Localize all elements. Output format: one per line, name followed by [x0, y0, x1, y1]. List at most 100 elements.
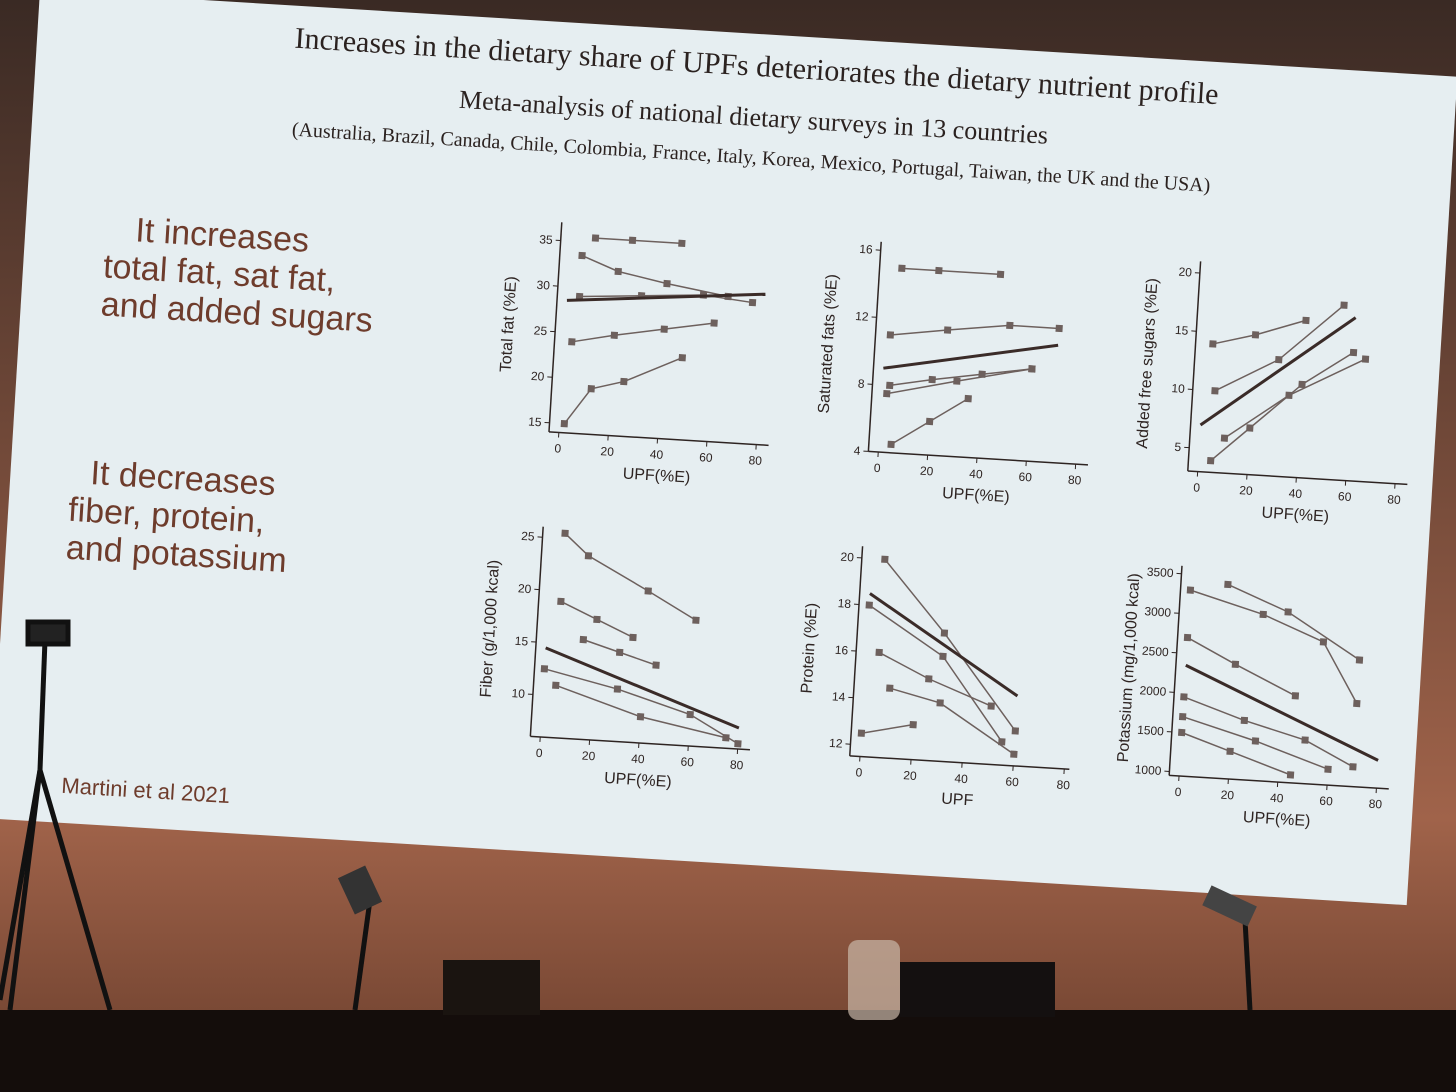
- data-point: [1285, 391, 1293, 400]
- data-point: [987, 702, 995, 710]
- y-axis: [867, 241, 882, 452]
- data-point: [1186, 586, 1195, 594]
- data-point: [886, 684, 894, 692]
- series-line: [1183, 696, 1354, 768]
- y-tick-label: 2500: [1142, 644, 1170, 660]
- data-point: [584, 552, 593, 560]
- data-point: [886, 331, 895, 339]
- y-tick-label: 18: [837, 596, 852, 611]
- x-tick-label: 80: [730, 758, 745, 773]
- data-point: [1055, 324, 1063, 333]
- data-point: [1319, 638, 1328, 646]
- x-axis: [1187, 470, 1408, 486]
- data-point: [1275, 355, 1283, 364]
- data-point: [1291, 692, 1300, 700]
- data-point: [1006, 321, 1014, 330]
- data-point: [1183, 633, 1192, 642]
- pooled-line: [545, 646, 740, 730]
- data-point: [678, 354, 686, 362]
- data-point: [1231, 660, 1240, 669]
- data-point: [943, 326, 952, 334]
- x-tick-label: 80: [1368, 797, 1383, 812]
- y-tick-label: 16: [859, 242, 874, 257]
- x-tick-label: 0: [1174, 785, 1182, 799]
- y-axis-label: Total fat (%E): [498, 276, 521, 373]
- sanitizer-bottle: [848, 940, 900, 1020]
- data-point: [629, 633, 637, 642]
- x-tick-label: 20: [1239, 483, 1254, 498]
- y-tick-label: 20: [1178, 265, 1193, 280]
- y-tick-label: 3500: [1146, 565, 1174, 581]
- data-point: [928, 375, 936, 384]
- y-tick-label: 5: [1174, 440, 1182, 454]
- data-point: [1206, 456, 1215, 465]
- x-axis-label: UPF(%E): [622, 465, 690, 486]
- data-point: [552, 681, 560, 689]
- data-point: [935, 266, 943, 275]
- data-point: [686, 710, 694, 719]
- x-tick-label: 0: [1193, 480, 1201, 494]
- x-axis: [868, 450, 1089, 466]
- series-line: [1190, 589, 1358, 704]
- data-point: [925, 675, 933, 683]
- data-point: [875, 648, 883, 657]
- x-tick-label: 0: [855, 765, 863, 779]
- data-point: [1226, 747, 1234, 756]
- data-point: [939, 652, 947, 661]
- pooled-line: [1199, 316, 1357, 427]
- y-tick-label: 10: [511, 686, 526, 701]
- data-point: [610, 331, 619, 339]
- series-line: [571, 322, 715, 343]
- data-point: [1298, 380, 1306, 389]
- data-point: [613, 685, 622, 693]
- data-point: [1246, 424, 1254, 432]
- series-line: [581, 254, 729, 298]
- x-tick-label: 60: [680, 755, 695, 770]
- x-tick-label: 20: [903, 768, 918, 783]
- x-tick-label: 40: [1288, 486, 1303, 501]
- x-tick-label: 40: [631, 752, 646, 767]
- data-point: [615, 648, 624, 657]
- slide-background: [0, 0, 1456, 906]
- data-point: [1349, 348, 1358, 357]
- x-tick-label: 60: [1005, 774, 1020, 789]
- data-point: [1361, 355, 1370, 363]
- y-tick-label: 12: [829, 736, 844, 751]
- data-point: [857, 729, 866, 737]
- x-tick-label: 0: [535, 746, 543, 760]
- x-tick-label: 0: [554, 441, 562, 455]
- series-line: [564, 532, 697, 621]
- x-axis: [548, 431, 769, 447]
- data-point: [628, 236, 637, 245]
- data-point: [1010, 750, 1018, 758]
- data-point: [1224, 580, 1232, 589]
- x-tick-label: 40: [649, 447, 664, 462]
- y-tick-label: 20: [840, 550, 855, 565]
- data-point: [557, 597, 565, 606]
- y-tick-label: 30: [536, 278, 551, 293]
- data-point: [898, 264, 906, 273]
- y-tick-label: 12: [855, 309, 870, 324]
- y-tick-label: 15: [514, 634, 529, 649]
- data-point: [1240, 716, 1249, 725]
- data-point: [1301, 736, 1309, 744]
- data-point: [1324, 765, 1332, 773]
- data-point: [734, 740, 742, 748]
- data-point: [678, 239, 686, 248]
- data-point: [614, 267, 622, 276]
- x-tick-label: 60: [1018, 470, 1033, 485]
- chart-panel: 12 14 16 18 20 0 20 40 60 80 UPF Protein (%E): [798, 546, 1071, 810]
- y-tick-label: 10: [1171, 381, 1186, 396]
- x-axis-label: UPF: [941, 791, 974, 810]
- data-point: [636, 713, 645, 721]
- data-point: [587, 385, 595, 393]
- x-tick-label: 80: [748, 453, 763, 468]
- y-axis: [529, 526, 544, 737]
- data-point: [644, 587, 652, 595]
- x-axis-label: UPF(%E): [942, 485, 1010, 506]
- x-tick-label: 60: [699, 450, 714, 465]
- y-tick-label: 35: [539, 232, 554, 247]
- x-axis-label: UPF(%E): [1261, 505, 1329, 526]
- y-tick-label: 8: [857, 376, 865, 390]
